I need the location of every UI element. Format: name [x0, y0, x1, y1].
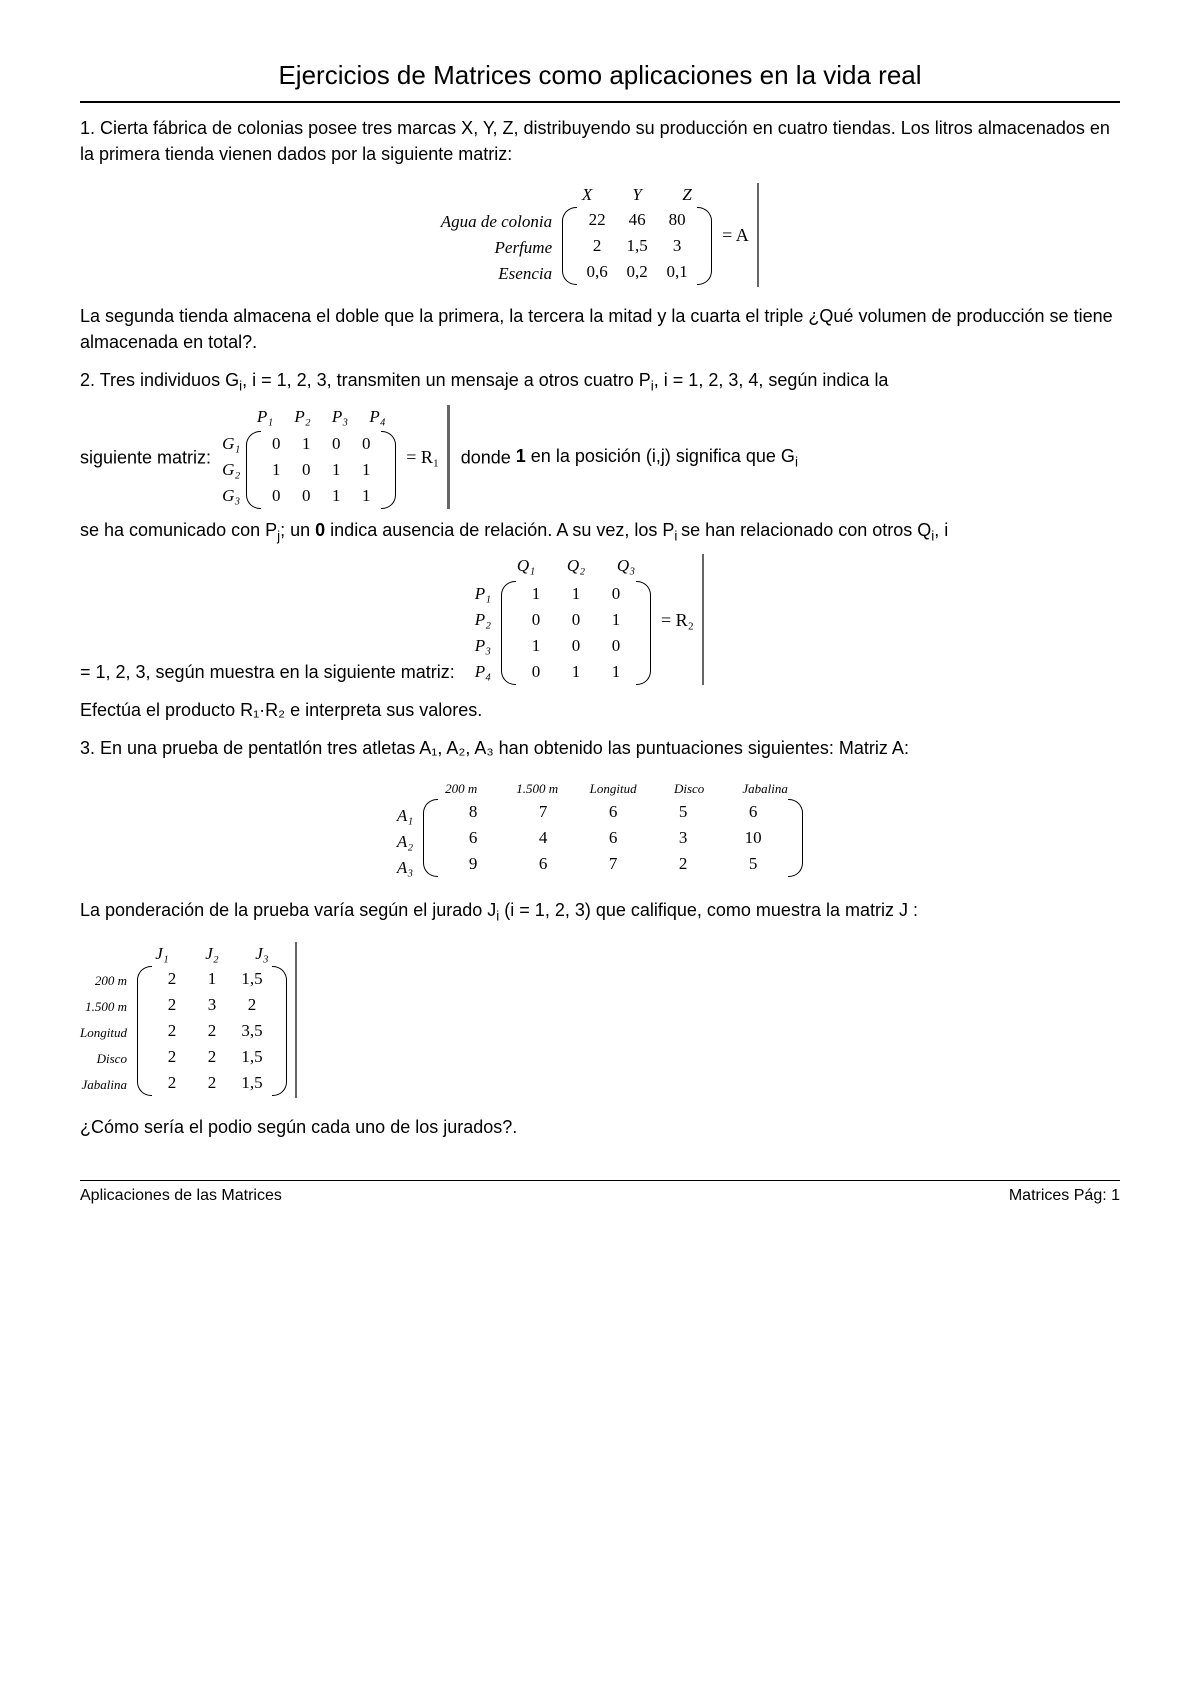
matrix-r2: P₁ P₂ P₃ P₄ Q₁ Q₂ Q₃ 110 001 100 011 [475, 554, 705, 685]
footer-right: Matrices Pág: 1 [1009, 1187, 1120, 1205]
exercise-3-jury-text: La ponderación de la prueba varía según … [80, 897, 1120, 926]
exercise-2-text-cont: se ha comunicado con Pj; un 0 indica aus… [80, 517, 1120, 546]
page-footer: Aplicaciones de las Matrices Matrices Pá… [80, 1180, 1120, 1205]
exercise-3-intro: 3. En una prueba de pentatlón tres atlet… [80, 735, 1120, 761]
exercise-2-intro: 2. Tres individuos Gi, i = 1, 2, 3, tran… [80, 367, 1120, 396]
exercise-2-matrix-r1-line: siguiente matriz: G₁ G₂ G₃ P₁ P₂ P₃ P₄ 0… [80, 405, 1120, 510]
page-title: Ejercicios de Matrices como aplicaciones… [80, 60, 1120, 103]
exercise-3-question: ¿Cómo sería el podio según cada uno de l… [80, 1114, 1120, 1140]
exercise-2-matrix-r2-line: = 1, 2, 3, según muestra en la siguiente… [80, 554, 1120, 685]
exercise-1-intro: 1. Cierta fábrica de colonias posee tres… [80, 115, 1120, 167]
matrix-j: 200 m 1.500 m Longitud Disco Jabalina J₁… [80, 942, 1120, 1098]
matrix-pentathlon: A₁ A₂ A₃ 200 m 1.500 m Longitud Disco Ja… [80, 777, 1120, 881]
exercise-2-question: Efectúa el producto R₁·R₂ e interpreta s… [80, 697, 1120, 723]
matrix-r1: G₁ G₂ G₃ P₁ P₂ P₃ P₄ 0100 1011 0011 = R₁ [222, 405, 450, 510]
matrix-a: Agua de colonia Perfume Esencia X Y Z 22… [80, 183, 1120, 287]
footer-left: Aplicaciones de las Matrices [80, 1187, 282, 1205]
exercise-1-question: La segunda tienda almacena el doble que … [80, 303, 1120, 355]
